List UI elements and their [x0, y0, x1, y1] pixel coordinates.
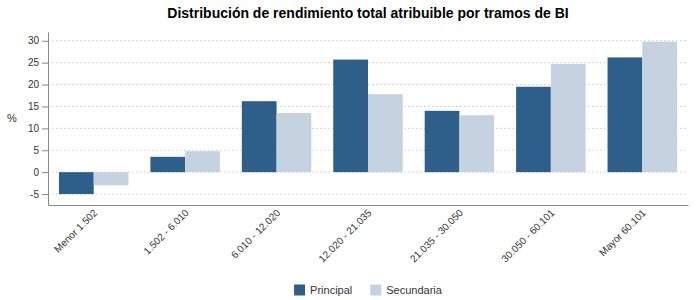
- bar: [642, 42, 677, 173]
- x-tick: 21.035 - 30.050: [408, 205, 466, 264]
- bar: [459, 115, 494, 172]
- bar: [333, 60, 368, 173]
- y-axis-title: %: [7, 112, 17, 124]
- y-tick-mark: [42, 106, 48, 107]
- y-tick-label: 20: [28, 79, 40, 90]
- x-tick-label: Mayor 60.101: [597, 207, 648, 258]
- y-tick-mark: [42, 194, 48, 195]
- chart-svg: -5 0 5 10 15 20 25 30 Menor 1.502 1.502 - 6.010 6.…: [0, 0, 700, 300]
- bar: [277, 113, 312, 172]
- x-tick-label: 1.502 - 6.010: [141, 207, 191, 257]
- y-tick: 30: [28, 35, 48, 46]
- y-tick-mark: [42, 63, 48, 64]
- x-tick: 30.050 - 60.101: [499, 205, 557, 264]
- x-tick: 1.502 - 6.010: [141, 205, 191, 257]
- grid: [48, 41, 688, 194]
- x-tick-label: 30.050 - 60.101: [499, 207, 557, 265]
- x-tick-label: 12.020 - 21.035: [316, 207, 374, 265]
- y-tick-label: 15: [28, 101, 40, 112]
- x-tick: 6.010 - 12.020: [229, 205, 283, 261]
- chart-container: -5 0 5 10 15 20 25 30 Menor 1.502 1.502 - 6.010 6.…: [0, 0, 700, 300]
- y-tick-label: -5: [30, 189, 39, 200]
- bar: [150, 157, 185, 172]
- legend-label: Secundaria: [386, 284, 443, 296]
- y-tick-mark: [42, 85, 48, 86]
- x-tick: Mayor 60.101: [597, 205, 648, 258]
- y-tick-mark: [42, 150, 48, 151]
- bar: [368, 94, 403, 172]
- plot-area: -5 0 5 10 15 20 25 30 Menor 1.502 1.502 - 6.010 6.…: [28, 33, 689, 265]
- y-tick: 25: [28, 57, 48, 68]
- x-axis: Menor 1.502 1.502 - 6.010 6.010 - 12.020 12…: [49, 205, 689, 264]
- y-tick: 5: [33, 145, 48, 156]
- y-tick: 15: [28, 101, 48, 112]
- x-tick: 12.020 - 21.035: [316, 205, 374, 264]
- x-tick: Menor 1.502: [52, 205, 100, 255]
- bar-series: [59, 57, 642, 194]
- y-tick-label: 25: [28, 57, 40, 68]
- y-tick-label: 0: [33, 167, 39, 178]
- bar: [551, 64, 586, 172]
- bar: [59, 172, 94, 194]
- bar: [425, 111, 460, 172]
- bar: [242, 101, 277, 172]
- legend: Principal Secundaria: [294, 284, 443, 296]
- x-tick-label: 21.035 - 30.050: [408, 207, 466, 265]
- legend-label: Principal: [310, 284, 352, 296]
- chart-title: Distribución de rendimiento total atribu…: [167, 5, 568, 21]
- bars: [59, 42, 677, 194]
- bar: [185, 151, 220, 172]
- y-axis: -5 0 5 10 15 20 25 30: [28, 33, 49, 206]
- y-tick-label: 10: [28, 123, 40, 134]
- y-tick: 0: [33, 167, 48, 178]
- y-axis-line: [48, 33, 49, 206]
- x-tick-label: 6.010 - 12.020: [229, 207, 283, 261]
- grid-line: [48, 40, 688, 41]
- x-tick-label: Menor 1.502: [52, 207, 100, 255]
- y-tick-label: 5: [33, 145, 39, 156]
- bar-series: [94, 42, 677, 186]
- legend-item: Secundaria: [370, 284, 443, 296]
- y-tick: -5: [30, 189, 48, 200]
- y-tick-mark: [42, 172, 48, 173]
- bar: [608, 57, 643, 172]
- y-tick-mark: [42, 41, 48, 42]
- y-tick-label: 30: [28, 35, 40, 46]
- y-tick-mark: [42, 128, 48, 129]
- legend-swatch: [370, 285, 381, 296]
- legend-item: Principal: [294, 284, 352, 296]
- bar: [516, 87, 551, 172]
- x-axis-line: [49, 205, 689, 206]
- grid-line: [48, 194, 688, 195]
- legend-swatch: [294, 285, 305, 296]
- bar: [94, 172, 129, 185]
- y-tick: 20: [28, 79, 48, 90]
- y-tick: 10: [28, 123, 48, 134]
